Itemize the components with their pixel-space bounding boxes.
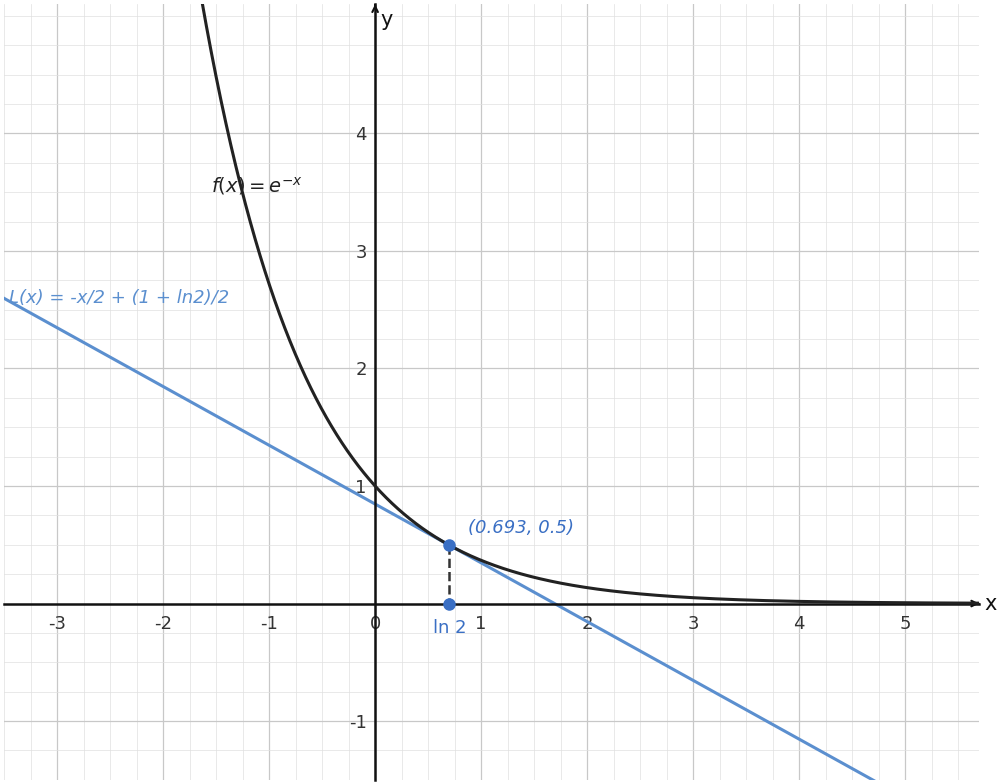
- Text: x: x: [985, 593, 997, 614]
- Text: y: y: [380, 10, 393, 30]
- Text: L(x) = -x/2 + (1 + ln2)/2: L(x) = -x/2 + (1 + ln2)/2: [9, 289, 230, 307]
- Text: $f(x) = e^{-x}$: $f(x) = e^{-x}$: [211, 176, 303, 198]
- Text: (0.693, 0.5): (0.693, 0.5): [468, 519, 574, 537]
- Text: $\ln\,2$: $\ln\,2$: [432, 619, 466, 637]
